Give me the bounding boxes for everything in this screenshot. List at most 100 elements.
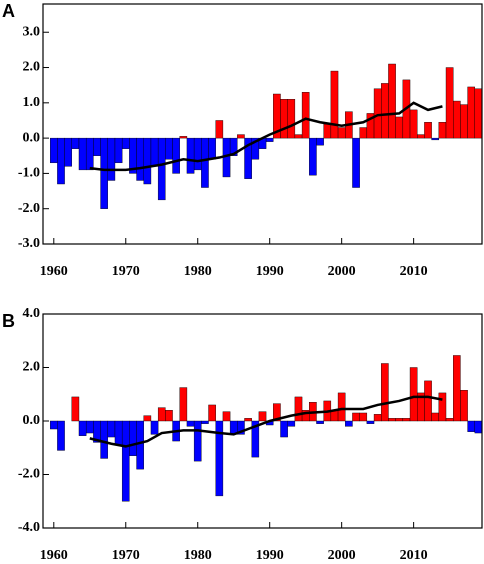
bar [345,420,353,427]
bar [186,137,195,174]
bar [395,116,404,139]
bar [467,420,476,432]
y-tick-label: 1.0 [23,95,41,110]
bar [193,420,202,462]
bar [49,420,58,430]
bar [157,137,166,201]
bar [388,418,396,422]
bar [57,420,65,451]
bar [474,88,483,139]
bar [366,420,375,424]
bar [265,137,274,142]
bar [431,137,440,141]
bar [337,127,346,139]
bar [78,420,87,436]
x-tick-label: 1960 [40,548,68,563]
bar [121,420,130,502]
bar [129,420,137,456]
bar [294,134,303,139]
bar [445,418,454,422]
bar [208,404,216,422]
bar [453,100,461,139]
x-tick-label: 2000 [328,548,356,563]
x-tick-label: 1990 [256,548,284,563]
x-tick-label: 1970 [112,264,140,279]
bar [301,92,310,139]
bar [467,86,476,139]
bar [85,420,94,434]
bar [359,412,368,422]
bar [287,420,296,427]
bar [57,137,65,185]
bar [417,134,425,139]
bar [71,137,80,149]
bar [453,355,461,422]
y-tick-label: 4.0 [23,306,41,321]
bar [337,392,346,422]
x-tick-label: 1980 [184,548,212,563]
bar [114,137,123,164]
bar [460,104,468,139]
bar [100,420,108,459]
bar [438,392,447,422]
bar [100,137,108,209]
bar [143,415,152,422]
bar [424,122,432,139]
bar [237,134,245,139]
bar [165,410,173,422]
bar [316,137,324,146]
bar [208,137,216,160]
bar [179,136,188,139]
y-tick-label: -2.0 [18,201,40,216]
bar [287,99,296,139]
x-tick-label: 1970 [112,548,140,563]
bar [273,403,281,422]
bar [359,127,368,139]
bar [280,420,288,438]
y-tick-label: 2.0 [23,60,41,75]
bar [229,137,238,156]
y-tick-label: -3.0 [18,236,40,251]
bar [280,99,288,139]
bar [474,420,483,434]
bar [114,420,123,446]
bar [424,380,432,422]
bar [49,137,58,164]
plot-frame [42,3,483,245]
bar [157,407,166,422]
bar [107,420,116,438]
bar [201,137,209,188]
y-tick-label: -1.0 [18,166,40,181]
bar [352,137,360,188]
bar [193,137,202,171]
bar [165,137,173,160]
bar [381,363,389,422]
bar [352,412,360,422]
bar [323,123,332,139]
y-tick-label: 0.0 [23,413,41,428]
x-tick-label: 1960 [40,264,68,279]
bar [445,67,454,139]
bar [93,137,101,156]
y-tick-label: 3.0 [23,24,41,39]
smoothed-line [89,395,443,448]
bar [395,418,404,422]
bar [316,420,324,424]
bar [309,137,317,176]
bar [251,420,260,458]
bar [71,396,80,422]
bar [85,137,94,171]
bar [460,390,468,422]
y-tick-label: -4.0 [18,520,40,535]
bar [431,412,440,422]
bar [150,420,159,435]
bar [237,420,245,435]
bar [186,420,195,427]
bar [294,396,303,422]
bar [143,137,152,185]
bar [201,420,209,424]
bar [409,109,418,139]
bar [330,70,339,139]
bar [373,414,382,422]
